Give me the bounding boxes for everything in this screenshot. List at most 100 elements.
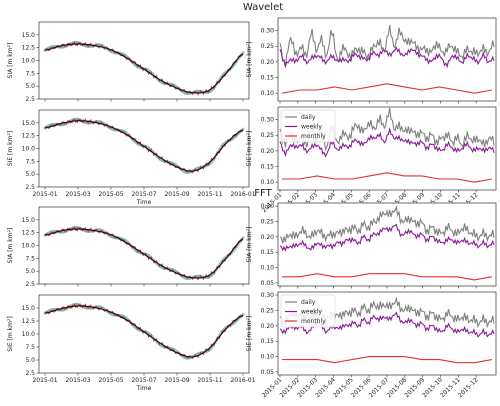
fft-sie-series-axes-frame — [38, 294, 250, 374]
fft-sia-series-panel: 2.5 5.0 7.5 10.0 12.5 15.0 SIA [m km²] — [7, 206, 250, 288]
fft-sie-error-panel: 0.05 0.10 0.15 0.20 0.25 0.30 SIE [m km²] 2015-… — [246, 291, 497, 399]
fft-sie-series-ylabel: SIE [m km²] — [7, 316, 14, 351]
fft-sie-error-ytick-label: 0.30 — [261, 292, 275, 299]
wavelet-sie-series-axes-frame — [38, 109, 250, 188]
fft-sia-series-ylabel: SIA [m km²] — [7, 228, 14, 264]
fft-sie-series-ytick-label: 15.0 — [22, 305, 36, 312]
wavelet-sie-series-ytick-label: 2.5 — [25, 184, 35, 191]
fft-sie-series-xtick-label: 2015-03 — [65, 377, 90, 384]
panels-group: 2.5 5.0 7.5 10.0 12.5 15.0 SIA [m km²] 0.10 0.15… — [7, 17, 497, 399]
wavelet-sie-error-ytick-label: 0.15 — [261, 164, 275, 171]
fft-sia-series-ytick-label: 10.0 — [22, 243, 36, 250]
fft-sie-series-xtick-label: 2015-07 — [131, 377, 156, 384]
wavelet-sie-series-xtick-label: 2015-07 — [131, 191, 156, 198]
fft-sia-error-daily-line — [279, 205, 495, 244]
wavelet-sie-series-xtick-label: 2015-09 — [164, 191, 189, 198]
wavelet-sia-series-ytick-label: 15.0 — [22, 32, 36, 39]
wavelet-sie-series-ytick-label: 7.5 — [25, 158, 35, 165]
fft-sie-error-legend-label-weekly: weekly — [301, 309, 322, 316]
fft-sie-error-ytick-label: 0.15 — [261, 338, 275, 345]
wavelet-sia-error-daily-line — [279, 25, 495, 68]
wavelet-sie-series-mean-line — [44, 120, 244, 172]
wavelet-sia-series-ytick-label: 2.5 — [25, 96, 35, 103]
fft-sia-series-mean-line — [44, 228, 244, 279]
wavelet-sie-error-monthly-line — [282, 172, 492, 183]
wavelet-sia-error-monthly-line — [282, 83, 492, 94]
wavelet-sie-error-legend-label-monthly: monthly — [301, 133, 326, 140]
fft-sie-series-xtick-label: 2016-01 — [230, 377, 255, 384]
fft-sie-error-legend-label-monthly: monthly — [301, 318, 326, 325]
wavelet-sia-series-ytick-label: 12.5 — [22, 45, 36, 52]
fft-sie-series-panel: 2.5 5.0 7.5 10.0 12.5 15.0 SIE [m km²] 2015-01 2… — [7, 294, 256, 392]
wavelet-sia-error-ytick-label: 0.25 — [261, 43, 275, 50]
wavelet-sia-series-ylabel: SIA [m km²] — [7, 43, 14, 79]
fft-sia-series-ytick-label: 2.5 — [25, 281, 35, 288]
wavelet-sie-series-ylabel: SIE [m km²] — [7, 131, 14, 166]
fft-sia-series-axes-frame — [38, 206, 250, 285]
fft-sia-error-ylabel: SIA [m km²] — [246, 227, 253, 263]
fft-sie-error-ytick-label: 0.20 — [261, 323, 275, 330]
fft-sia-error-weekly-line — [279, 223, 495, 252]
fft-sie-series-xtick-label: 2015-11 — [197, 377, 222, 384]
wavelet-sie-series-ytick-label: 15.0 — [22, 120, 36, 127]
wavelet-sie-series-ytick-label: 12.5 — [22, 133, 36, 140]
fft-sie-series-mean-line — [44, 305, 244, 358]
wavelet-sia-error-ytick-label: 0.20 — [261, 59, 275, 66]
fft-sie-error-ylabel: SIE [m km²] — [246, 316, 253, 351]
fft-sie-error-monthly-line — [282, 356, 492, 364]
wavelet-sie-series-xlabel: Time — [136, 199, 152, 206]
wavelet-sie-series-xtick-label: 2015-03 — [65, 191, 90, 198]
wavelet-sia-error-axes-frame — [277, 17, 497, 102]
fft-sia-error-ytick-label: 0.05 — [261, 280, 275, 287]
wavelet-sie-error-weekly-line — [279, 127, 495, 158]
fft-sie-series-ytick-label: 12.5 — [22, 318, 36, 325]
fft-sie-series-xtick-label: 2015-05 — [98, 377, 123, 384]
wavelet-sia-series-axes-frame — [38, 21, 250, 100]
fft-sie-series-xtick-label: 2015-09 — [164, 377, 189, 384]
wavelet-sia-series-ytick-label: 7.5 — [25, 70, 35, 77]
wavelet-sie-error-ytick-label: 0.10 — [261, 179, 275, 186]
wavelet-title: Wavelet — [243, 2, 283, 13]
wavelet-sie-series-xtick-label: 2015-11 — [197, 191, 222, 198]
wavelet-sie-series-ytick-label: 5.0 — [25, 171, 35, 178]
fft-title: FFT — [254, 188, 272, 199]
fft-sie-error-ytick-label: 0.05 — [261, 369, 275, 376]
wavelet-sia-error-ytick-label: 0.15 — [261, 75, 275, 82]
wavelet-sia-error-ytick-label: 0.10 — [261, 90, 275, 97]
wavelet-sia-error-weekly-line — [279, 46, 495, 69]
wavelet-sia-series-panel: 2.5 5.0 7.5 10.0 12.5 15.0 SIA [m km²] — [7, 21, 250, 103]
wavelet-sie-error-ylabel: SIE [m km²] — [246, 131, 253, 166]
wavelet-sia-series-ytick-label: 10.0 — [22, 58, 36, 65]
wavelet-sie-series-xtick-label: 2015-05 — [98, 191, 123, 198]
wavelet-sie-error-ytick-label: 0.30 — [261, 117, 275, 124]
fft-sia-error-ytick-label: 0.20 — [261, 234, 275, 241]
fft-sia-error-ytick-label: 0.25 — [261, 218, 275, 225]
fft-sia-error-panel: 0.05 0.10 0.15 0.20 0.25 0.30 SIA [m km²] — [246, 202, 497, 289]
wavelet-sia-error-panel: 0.10 0.15 0.20 0.25 0.30 SIA [m km²] — [246, 17, 497, 104]
wavelet-sie-error-ytick-label: 0.25 — [261, 132, 275, 139]
fft-sia-error-ytick-label: 0.10 — [261, 265, 275, 272]
fft-sie-series-xtick-label: 2015-01 — [32, 377, 57, 384]
fft-sia-series-ytick-label: 15.0 — [22, 217, 36, 224]
wavelet-sia-error-ylabel: SIA [m km²] — [246, 42, 253, 78]
wavelet-sie-error-legend-label-weekly: weekly — [301, 124, 322, 131]
fft-sia-series-ytick-label: 7.5 — [25, 255, 35, 262]
fft-sie-error-ytick-label: 0.10 — [261, 354, 275, 361]
fft-sie-error-legend-label-daily: daily — [301, 299, 316, 306]
wavelet-sie-series-panel: 2.5 5.0 7.5 10.0 12.5 15.0 SIE [m km²] 2015-01 2… — [7, 109, 256, 206]
wavelet-sie-series-xtick-label: 2016-01 — [230, 191, 255, 198]
wavelet-sia-error-ytick-label: 0.30 — [261, 28, 275, 35]
fft-sia-error-ytick-label: 0.30 — [261, 203, 275, 210]
wavelet-sie-series-xtick-label: 2015-01 — [32, 191, 57, 198]
fft-sie-series-ytick-label: 7.5 — [25, 344, 35, 351]
fft-sie-error-legend-box — [280, 294, 336, 328]
fft-sia-series-ytick-label: 5.0 — [25, 268, 35, 275]
wavelet-sia-series-ytick-label: 5.0 — [25, 83, 35, 90]
wavelet-sie-series-ytick-label: 10.0 — [22, 146, 36, 153]
fft-sie-error-ytick-label: 0.25 — [261, 307, 275, 314]
fft-sie-series-xlabel: Time — [136, 385, 152, 392]
fft-sie-error-xtick-label: 2015-12 — [457, 376, 480, 399]
wavelet-sia-series-mean-line — [44, 43, 244, 94]
fft-sie-series-ytick-label: 5.0 — [25, 357, 35, 364]
